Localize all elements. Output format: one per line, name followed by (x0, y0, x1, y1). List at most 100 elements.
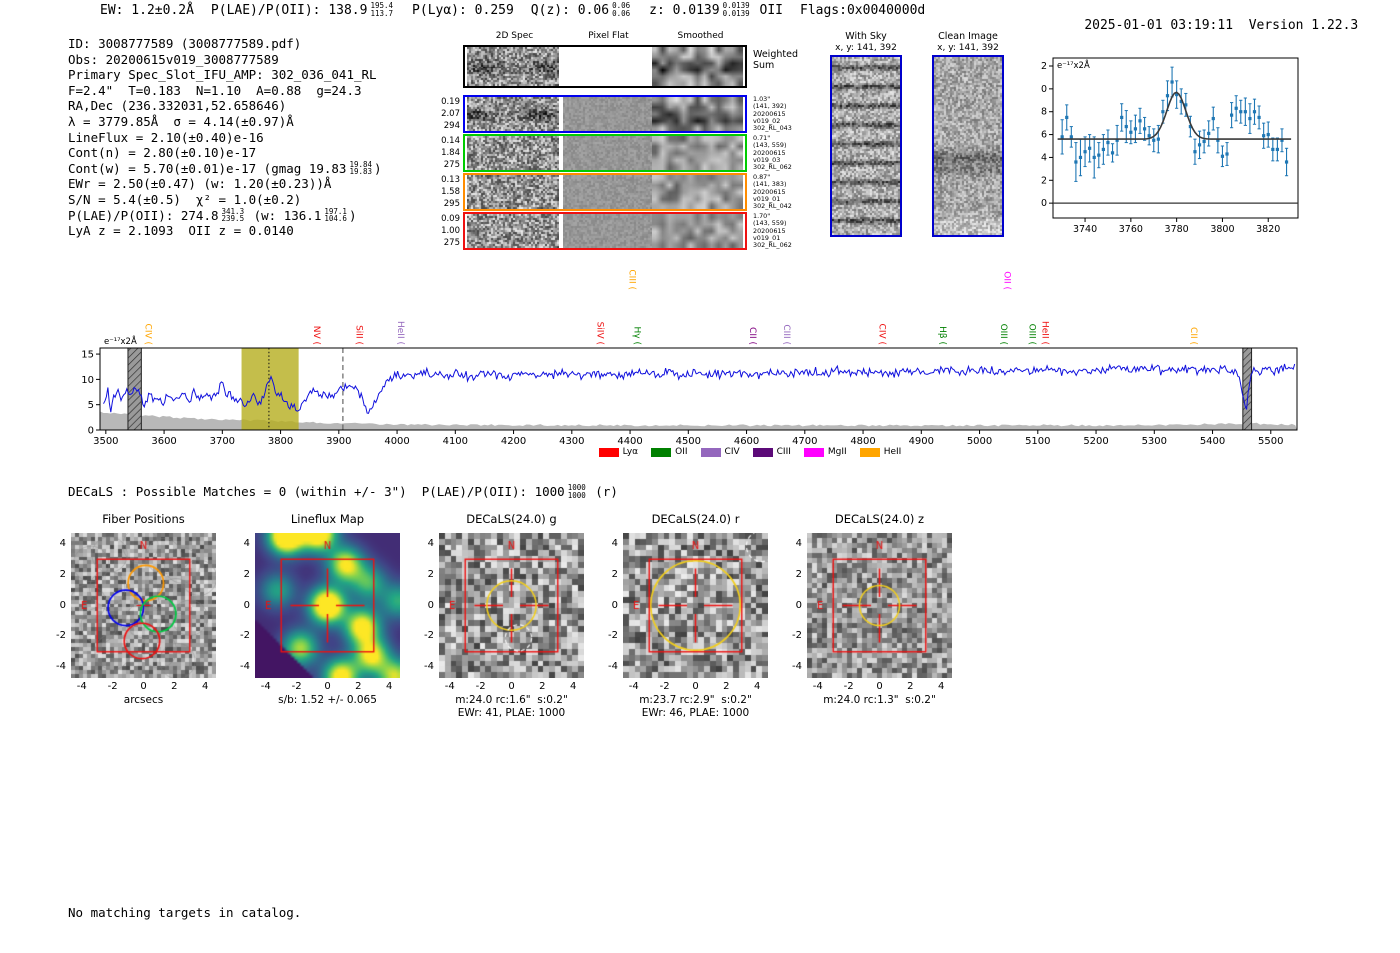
cutout-ytick: -4 (608, 661, 618, 673)
annotation-line: v019_01 (753, 194, 781, 203)
decals-text: DECaLS : Possible Matches = 0 (within +/… (68, 484, 565, 499)
info-segment: EWr = 2.50(±0.47) (w: 1.20(±0.23))Å (68, 176, 331, 191)
info-segment: Cont(w) = 5.70(±0.01)e-17 (gmag 19.83 19.… (68, 161, 382, 176)
cutout-xtick: 4 (570, 681, 577, 692)
annotation-line: 20200615 (753, 187, 786, 196)
legend-label: HeII (883, 447, 902, 457)
cutout-ytick: 4 (59, 537, 66, 549)
line-id-label: NV ( (311, 326, 321, 345)
line-id-label: CIII ( (627, 270, 637, 290)
svg-text:3740: 3740 (1073, 224, 1097, 235)
cutout-xtick: 0 (876, 681, 883, 692)
annotation-line: (143, 559) (753, 219, 787, 228)
svg-text:3500: 3500 (93, 436, 118, 447)
svg-text:5000: 5000 (967, 436, 992, 447)
cutout-ytick: -2 (608, 630, 618, 642)
line-fit-plot: 3740 3760 3780 3800 3820 0 2 4 6 8 10 12 e⁻¹⁷x2Å (1035, 52, 1320, 241)
cutout-xtick: 4 (938, 681, 945, 692)
cutout-ytick: 2 (611, 568, 618, 580)
scale-value: 0.19 (441, 97, 460, 107)
annotation-line: 302_RL_042 (753, 202, 792, 211)
annotation-line: v019_03 (753, 155, 781, 164)
metric-text: Q(z): 0.06 (530, 3, 610, 18)
full-spectrum-svg: 3500 3600 3700 3800 3900 4000 4100 4200 4300 4400… (81, 269, 1298, 447)
annotation-line: 1.70" (753, 212, 771, 220)
info-segment: LyA z = 2.1093 OII z = 0.0140 (68, 223, 294, 238)
footer-notes: No matching targets in catalog. Row inte… (68, 874, 301, 953)
cutout-ytick: -2 (56, 630, 66, 642)
header-metric: z: 0.0139 0.0139 0.0139 OII (649, 2, 783, 18)
spec2d-row-annotations: 1.70" (143, 559) 20200615 v019_01 302_RL_062 (753, 212, 813, 249)
legend-swatch (859, 447, 880, 457)
fraction-upper: 341.3 (221, 206, 245, 216)
fraction-lower: 113.7 (370, 8, 394, 18)
svg-text:3900: 3900 (326, 436, 351, 447)
info-text: S/N = 5.4(±0.5) χ² = 1.0(±0.2) (68, 191, 302, 207)
line-id-label: SiII ( (353, 325, 363, 345)
svg-text:4800: 4800 (850, 436, 875, 447)
cutout-xtick: 4 (754, 681, 761, 692)
cutout-xtick: 2 (539, 681, 546, 692)
cutout-ytick: -2 (424, 630, 434, 642)
legend-item: CIII (752, 447, 791, 457)
info-segment: Primary Spec_Slot_IFU_AMP: 302_036_041_R… (68, 67, 377, 82)
legend-label: CIV (724, 447, 740, 457)
svg-text:0: 0 (1041, 198, 1047, 209)
cutout-ytick: 2 (59, 568, 66, 580)
spec2d-2d-image (467, 214, 559, 248)
line-id-label: HeII ( (1040, 321, 1050, 345)
fraction-upper: 195.4 (370, 1, 394, 10)
svg-text:3800: 3800 (1210, 224, 1234, 235)
cutout-xlabel: arcsecs (123, 694, 164, 706)
spec2d-flat-image (563, 97, 652, 131)
cutout-ytick: -4 (424, 661, 434, 673)
svg-text:3760: 3760 (1119, 224, 1143, 235)
sky-panel-image-frame (830, 55, 902, 237)
line-id-label: CIV ( (876, 324, 886, 345)
header-metric: P(LAE)/P(OII): 138.9 195.4 113.7 (211, 1, 395, 18)
spec2d-flat-image (563, 175, 652, 209)
info-line: Cont(n) = 2.80(±0.10)e-17 (68, 145, 382, 161)
cutout-caption-1: m:24.0 rc:1.3" s:0.2" (823, 694, 936, 706)
svg-text:5300: 5300 (1142, 436, 1167, 447)
scale-value: 2.07 (441, 109, 460, 120)
header-metric: P(Lyα): 0.259 (412, 3, 514, 18)
line-id-label: HeII ( (395, 321, 405, 345)
cutout-ytick: 2 (243, 568, 250, 580)
spec2d-2d-image (467, 47, 559, 86)
annotation-line: 20200615 (753, 109, 786, 118)
spec2d-column-header: Smoothed (677, 31, 724, 41)
report-date: 2025-01-01 03:19:11 (1084, 18, 1234, 33)
line-id-label: CIII ( (781, 324, 791, 345)
emission-line-band (241, 348, 299, 430)
scale-value: 1.84 (441, 148, 460, 159)
svg-text:6: 6 (1041, 130, 1047, 141)
info-text: Cont(n) = 2.80(±0.10)e-17 (68, 145, 257, 161)
info-segment: 197.1 104.6) (321, 208, 356, 223)
info-tail: (w: 136.1 (246, 207, 322, 223)
cutout-xtick: -2 (843, 681, 854, 692)
cutout-ytick: -4 (56, 661, 66, 673)
annotation-line: 0.71" (753, 134, 771, 142)
scale-value: 1.58 (441, 187, 460, 198)
header-metric: Q(z): 0.06 0.06 0.06 (530, 2, 632, 18)
spec2d-row-scale-values: 0.14 1.84 275 (424, 135, 460, 172)
cutout-title: Lineflux Map (290, 512, 365, 526)
legend-item: OII (651, 447, 688, 457)
info-segment: S/N = 5.4(±0.5) χ² = 1.0(±0.2) (68, 192, 301, 207)
spec2d-smoothed-image (652, 136, 743, 170)
info-text: P(LAE)/P(OII): 274.8 (68, 207, 219, 223)
annotation-line: 302_RL_062 (753, 163, 792, 172)
metric-fraction: 0.0139 0.0139 (723, 2, 750, 17)
cutout-xtick: 2 (355, 681, 362, 692)
cutout-xtick: -4 (260, 681, 271, 692)
svg-text:15: 15 (81, 350, 94, 361)
annotation-line: (141, 392) (753, 102, 787, 111)
annotation-line: 302_RL_043 (753, 124, 792, 133)
cutout-xtick: -2 (659, 681, 670, 692)
cutout-caption-2: EWr: 46, PLAE: 1000 (641, 707, 750, 719)
metric-fraction: 0.06 0.06 (612, 2, 630, 17)
info-text: λ = 3779.85Å σ = 4.14(±0.97)Å (68, 113, 294, 129)
svg-text:3800: 3800 (268, 436, 293, 447)
spec2d-smoothed-image (652, 47, 743, 86)
